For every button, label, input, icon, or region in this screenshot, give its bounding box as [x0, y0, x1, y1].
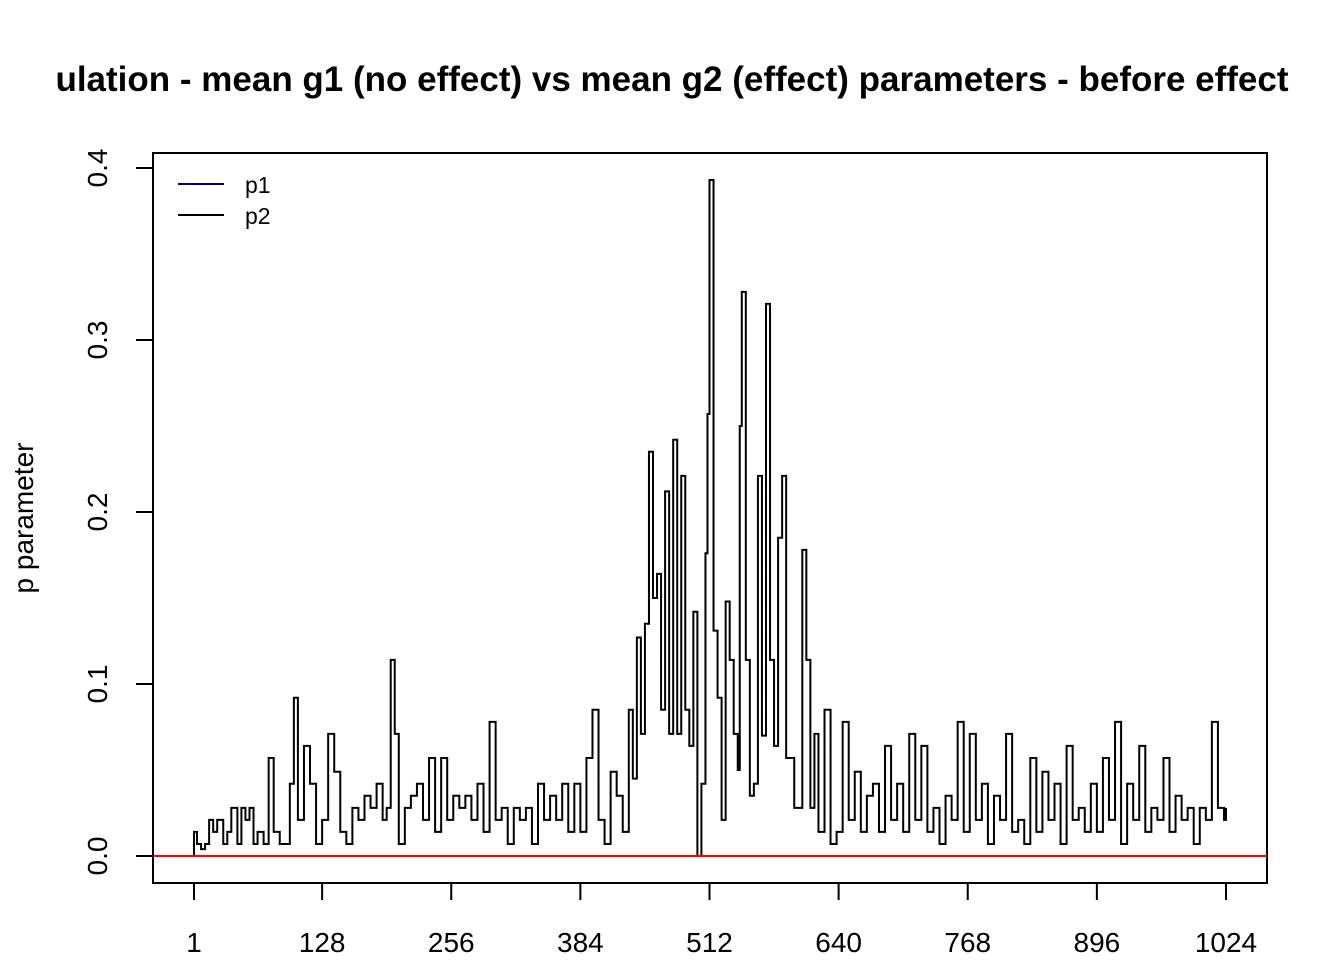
x-tick-label: 384 [557, 927, 604, 958]
y-tick-label: 0.1 [82, 665, 113, 704]
legend: p1 p2 [178, 172, 271, 229]
y-axis-label: p parameter [8, 443, 39, 594]
x-tick-label: 896 [1074, 927, 1121, 958]
x-tick-label: 640 [815, 927, 862, 958]
x-tick-label: 128 [299, 927, 346, 958]
x-tick-label: 1 [186, 927, 202, 958]
legend-label-p2: p2 [245, 203, 271, 229]
series-p2-line [193, 179, 1227, 857]
y-axis: 0.0 0.1 0.2 0.3 0.4 [82, 149, 154, 876]
x-tick-label: 256 [428, 927, 475, 958]
legend-label-p1: p1 [245, 172, 271, 198]
x-tick-label: 768 [944, 927, 991, 958]
x-axis: 1 128 256 384 512 640 768 896 1024 [186, 883, 1257, 958]
x-tick-label: 512 [686, 927, 733, 958]
y-tick-label: 0.0 [82, 837, 113, 876]
y-tick-label: 0.2 [82, 493, 113, 532]
plot-area [153, 179, 1267, 857]
y-tick-label: 0.3 [82, 321, 113, 360]
chart-title: ulation - mean g1 (no effect) vs mean g2… [55, 60, 1288, 99]
x-tick-label: 1024 [1195, 927, 1257, 958]
y-tick-label: 0.4 [82, 149, 113, 188]
